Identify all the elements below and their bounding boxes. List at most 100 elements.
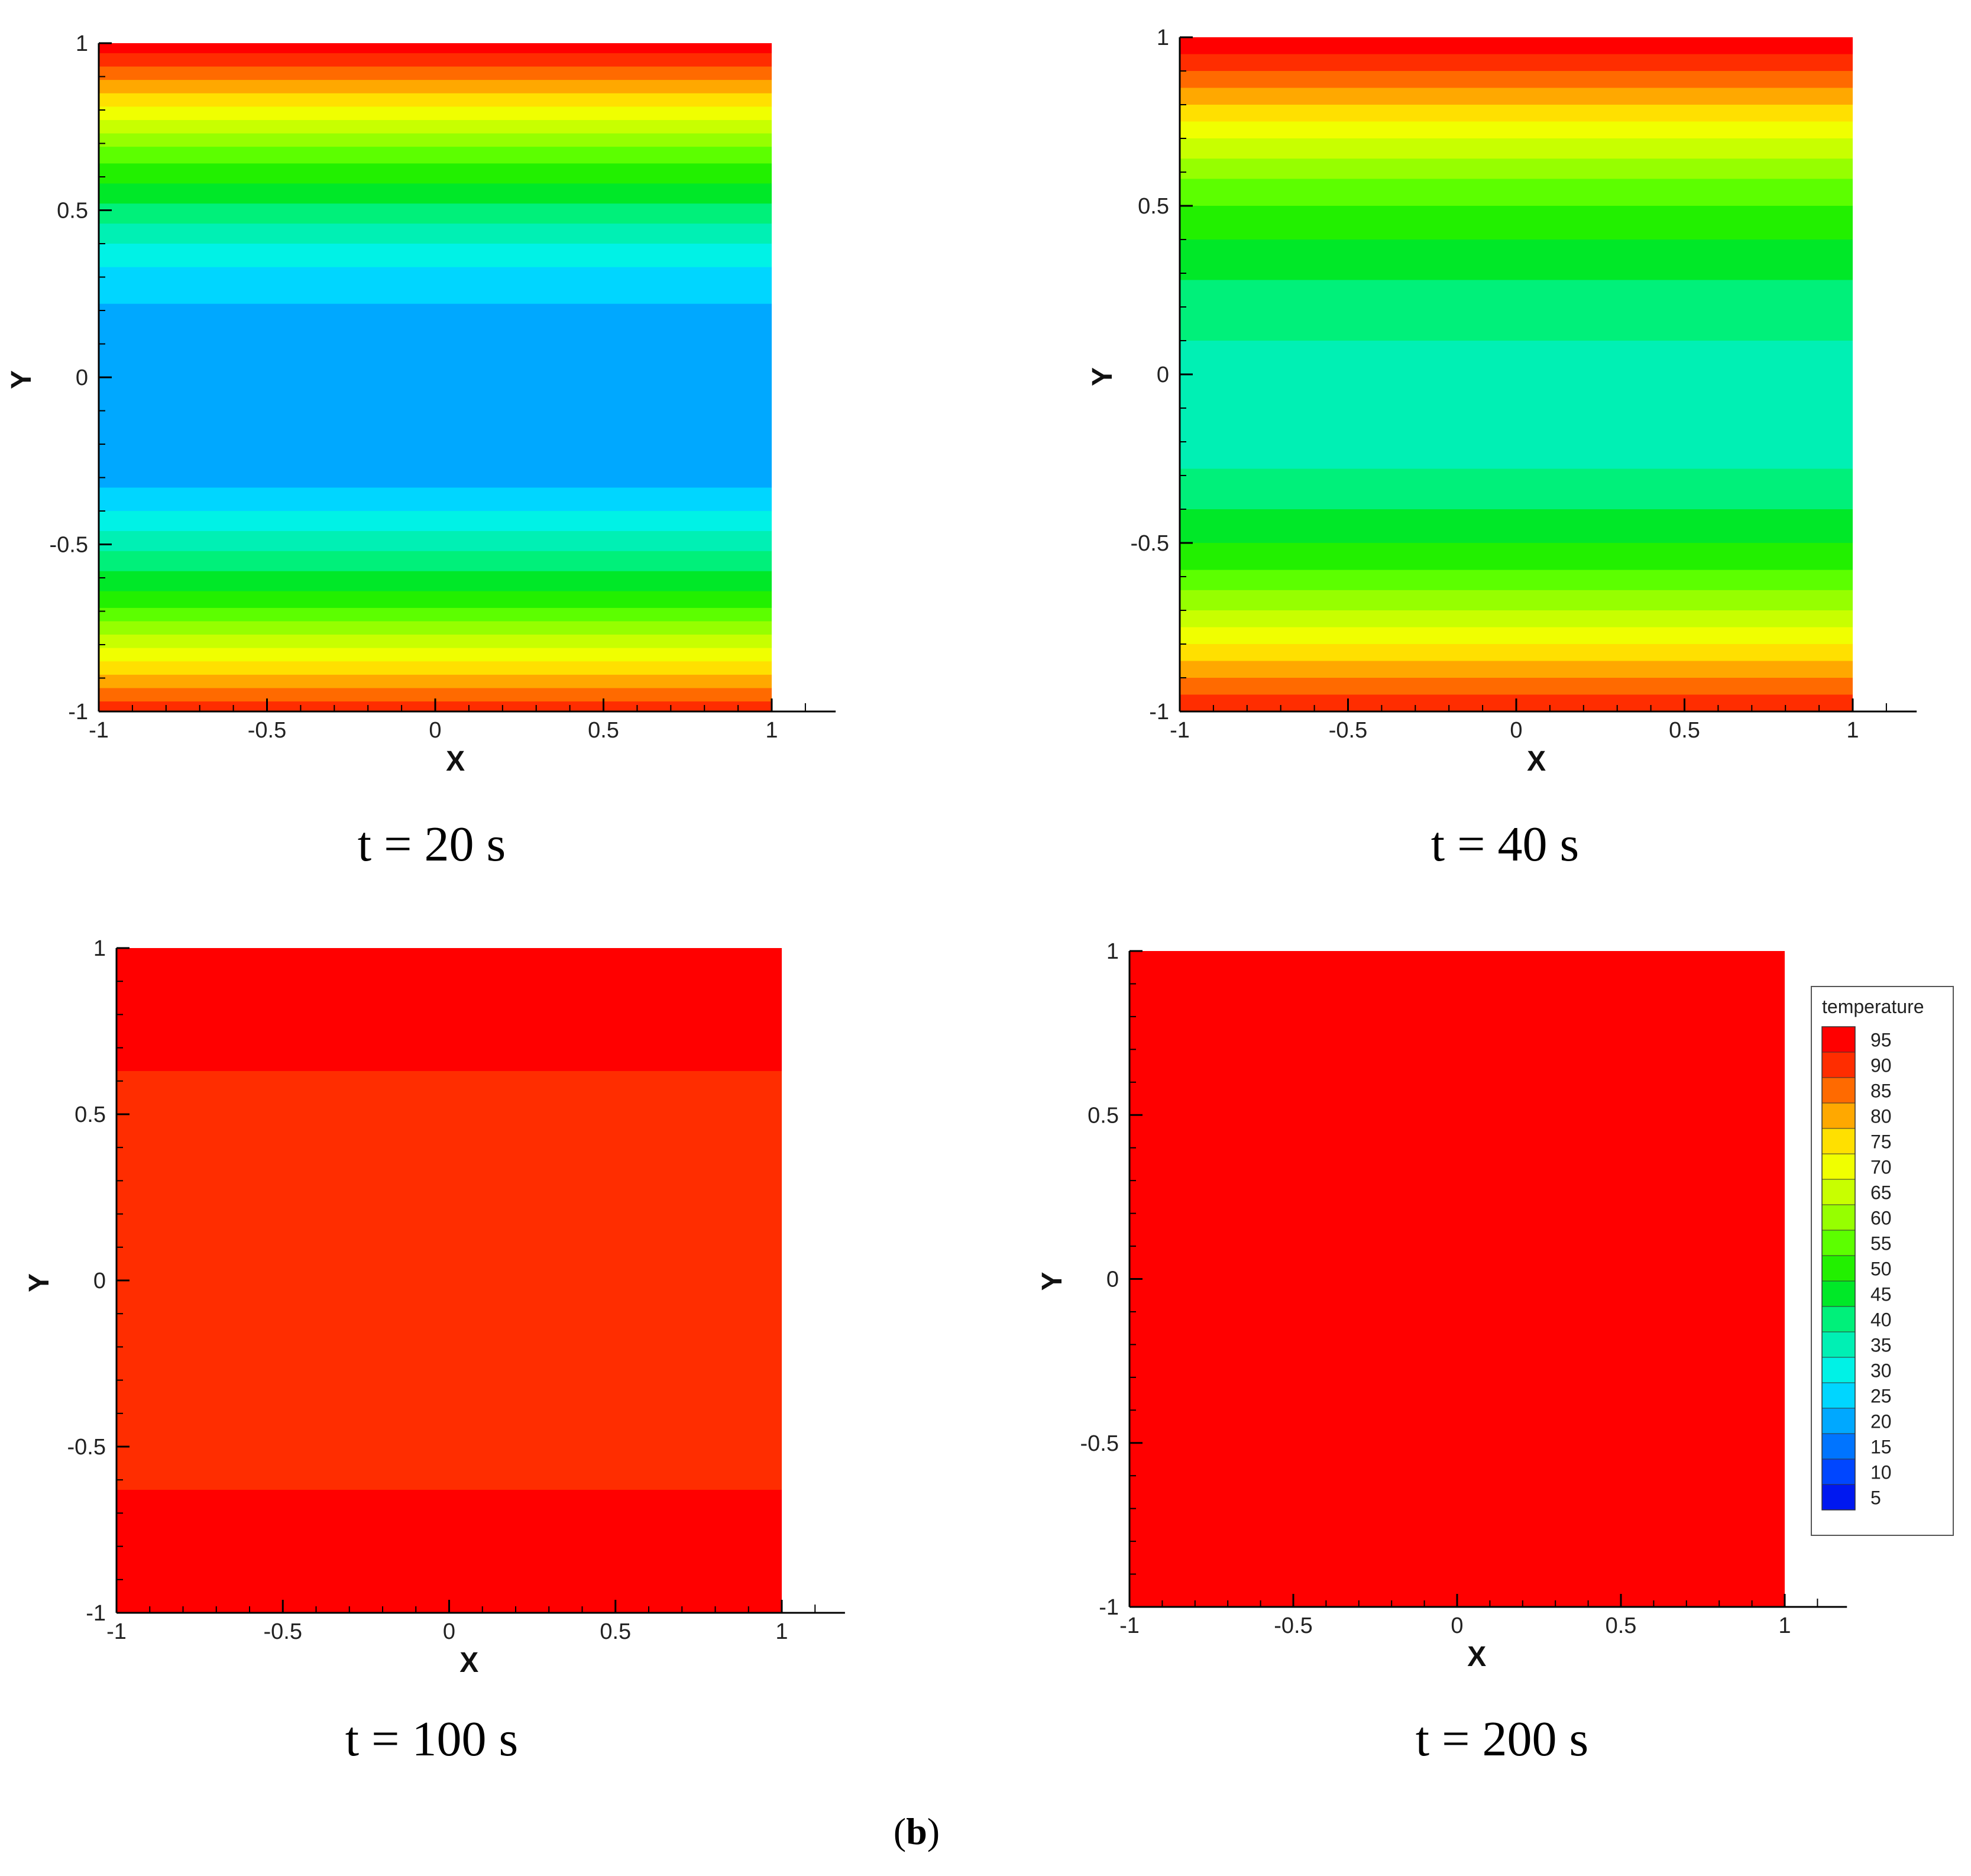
y-tick-label: 0 xyxy=(1157,363,1169,387)
temperature-band xyxy=(99,80,772,94)
y-tick-label: -0.5 xyxy=(67,1435,106,1460)
y-tick-label: 1 xyxy=(1157,25,1169,50)
y-tick-label: 0.5 xyxy=(1088,1103,1119,1128)
temperature-band xyxy=(1180,341,1853,409)
temperature-band xyxy=(1180,509,1853,544)
temperature-band xyxy=(1180,240,1853,280)
temperature-band xyxy=(1180,206,1853,240)
panels-layer: -1 -0.5 0 0.5 1 -1 -0.5 0 0.5 1 X Yt = 20 s -1 -0.5 0 0… xyxy=(6,25,1917,1767)
y-tick-label: 1 xyxy=(93,936,106,961)
temperature-band xyxy=(1180,159,1853,179)
temperature-band xyxy=(116,948,782,1072)
colorbar-swatch xyxy=(1822,1434,1855,1460)
x-tick-label: 0 xyxy=(443,1619,455,1644)
figure-label-letter: b xyxy=(906,1810,927,1852)
temperature-band xyxy=(99,203,772,224)
colorbar-title: temperature xyxy=(1822,996,1924,1017)
colorbar-swatch-outline xyxy=(1821,1026,1856,1510)
temperature-band xyxy=(1180,590,1853,611)
temperature-band xyxy=(1180,543,1853,571)
colorbar-level-label: 25 xyxy=(1870,1386,1892,1407)
y-tick-label: 0.5 xyxy=(57,199,88,224)
x-tick-label: -1 xyxy=(89,718,109,743)
temperature-band xyxy=(99,571,772,592)
figure-label-open: ( xyxy=(894,1810,906,1852)
x-tick-label: 0.5 xyxy=(1606,1613,1637,1638)
panel-caption: t = 200 s xyxy=(1416,1712,1588,1767)
temperature-band xyxy=(1180,179,1853,206)
temperature-band xyxy=(1180,468,1853,510)
colorbar-swatch xyxy=(1822,1103,1855,1129)
colorbar-level-label: 40 xyxy=(1870,1309,1892,1331)
y-tick-label: 0.5 xyxy=(75,1102,106,1127)
figure-label: (b) xyxy=(894,1810,940,1852)
y-tick-label: 0.5 xyxy=(1138,194,1169,219)
y-axis-title: Y xyxy=(1037,1272,1068,1290)
temperature-band xyxy=(1180,570,1853,591)
x-tick-label: 1 xyxy=(765,718,778,743)
x-tick-label: 1 xyxy=(775,1619,788,1644)
temperature-band xyxy=(99,688,772,702)
temperature-band xyxy=(99,106,772,121)
y-tick-label: -0.5 xyxy=(50,533,88,558)
temperature-band xyxy=(1180,280,1853,341)
colorbar-swatch xyxy=(1822,1357,1855,1383)
colorbar-level-label: 70 xyxy=(1870,1157,1892,1178)
colorbar-swatch xyxy=(1822,1154,1855,1180)
temperature-band xyxy=(99,621,772,635)
colorbar-swatch xyxy=(1822,1383,1855,1409)
x-tick-label: 0 xyxy=(429,718,441,743)
x-tick-label: 0.5 xyxy=(1669,718,1700,743)
colorbar-level-label: 80 xyxy=(1870,1106,1892,1127)
x-axis-title: X xyxy=(459,1647,478,1678)
panel-caption: t = 100 s xyxy=(345,1712,518,1767)
temperature-band xyxy=(99,531,772,552)
temperature-band xyxy=(1180,408,1853,470)
y-tick-label: -1 xyxy=(68,700,88,724)
y-tick-label: 0 xyxy=(93,1269,106,1293)
colorbar-level-label: 65 xyxy=(1870,1182,1892,1204)
panel-caption: t = 40 s xyxy=(1431,817,1579,872)
colorbar-level-label: 60 xyxy=(1870,1208,1892,1229)
panel-caption: t = 20 s xyxy=(358,817,506,872)
colorbar-level-label: 15 xyxy=(1870,1437,1892,1458)
temperature-band xyxy=(1180,138,1853,159)
x-tick-label: 1 xyxy=(1846,718,1859,743)
x-tick-label: -0.5 xyxy=(1274,1613,1312,1638)
y-axis-title: Y xyxy=(1087,367,1118,386)
temperature-band xyxy=(99,661,772,675)
temperature-band xyxy=(1180,661,1853,678)
colorbar-level-label: 75 xyxy=(1870,1131,1892,1153)
panel-2: -1 -0.5 0 0.5 1 -1 -0.5 0 0.5 1 X Yt = 40 s xyxy=(1087,25,1917,872)
colorbar-swatch xyxy=(1822,1281,1855,1307)
colorbar-swatch xyxy=(1822,1078,1855,1104)
panel-3: -1 -0.5 0 0.5 1 -1 -0.5 0 0.5 1 X Yt = 100 s xyxy=(24,936,845,1767)
x-tick-label: -1 xyxy=(106,1619,127,1644)
temperature-band xyxy=(1180,678,1853,696)
temperature-band xyxy=(99,53,772,67)
x-tick-label: 0 xyxy=(1451,1613,1463,1638)
x-tick-label: -1 xyxy=(1170,718,1190,743)
temperature-band xyxy=(99,511,772,532)
y-tick-label: 1 xyxy=(76,31,88,56)
colorbar-level-label: 55 xyxy=(1870,1233,1892,1254)
temperature-band xyxy=(99,244,772,268)
temperature-band xyxy=(1180,627,1853,645)
colorbar-level-label: 20 xyxy=(1870,1411,1892,1432)
temperature-band xyxy=(99,267,772,305)
y-tick-label: -0.5 xyxy=(1080,1431,1119,1456)
temperature-band xyxy=(99,451,772,489)
colorbar-swatch xyxy=(1822,1484,1855,1510)
x-tick-label: -0.5 xyxy=(264,1619,302,1644)
colorbar-swatch xyxy=(1822,1052,1855,1078)
temperature-band xyxy=(99,487,772,512)
temperature-band xyxy=(99,43,772,54)
colorbar-swatch xyxy=(1822,1256,1855,1282)
temperature-band xyxy=(99,303,772,451)
colorbar-swatch xyxy=(1822,1128,1855,1154)
y-tick-label: -1 xyxy=(1149,700,1169,724)
temperature-band xyxy=(99,133,772,147)
temperature-band xyxy=(99,635,772,649)
y-axis-title: Y xyxy=(6,370,37,389)
temperature-band xyxy=(99,147,772,164)
